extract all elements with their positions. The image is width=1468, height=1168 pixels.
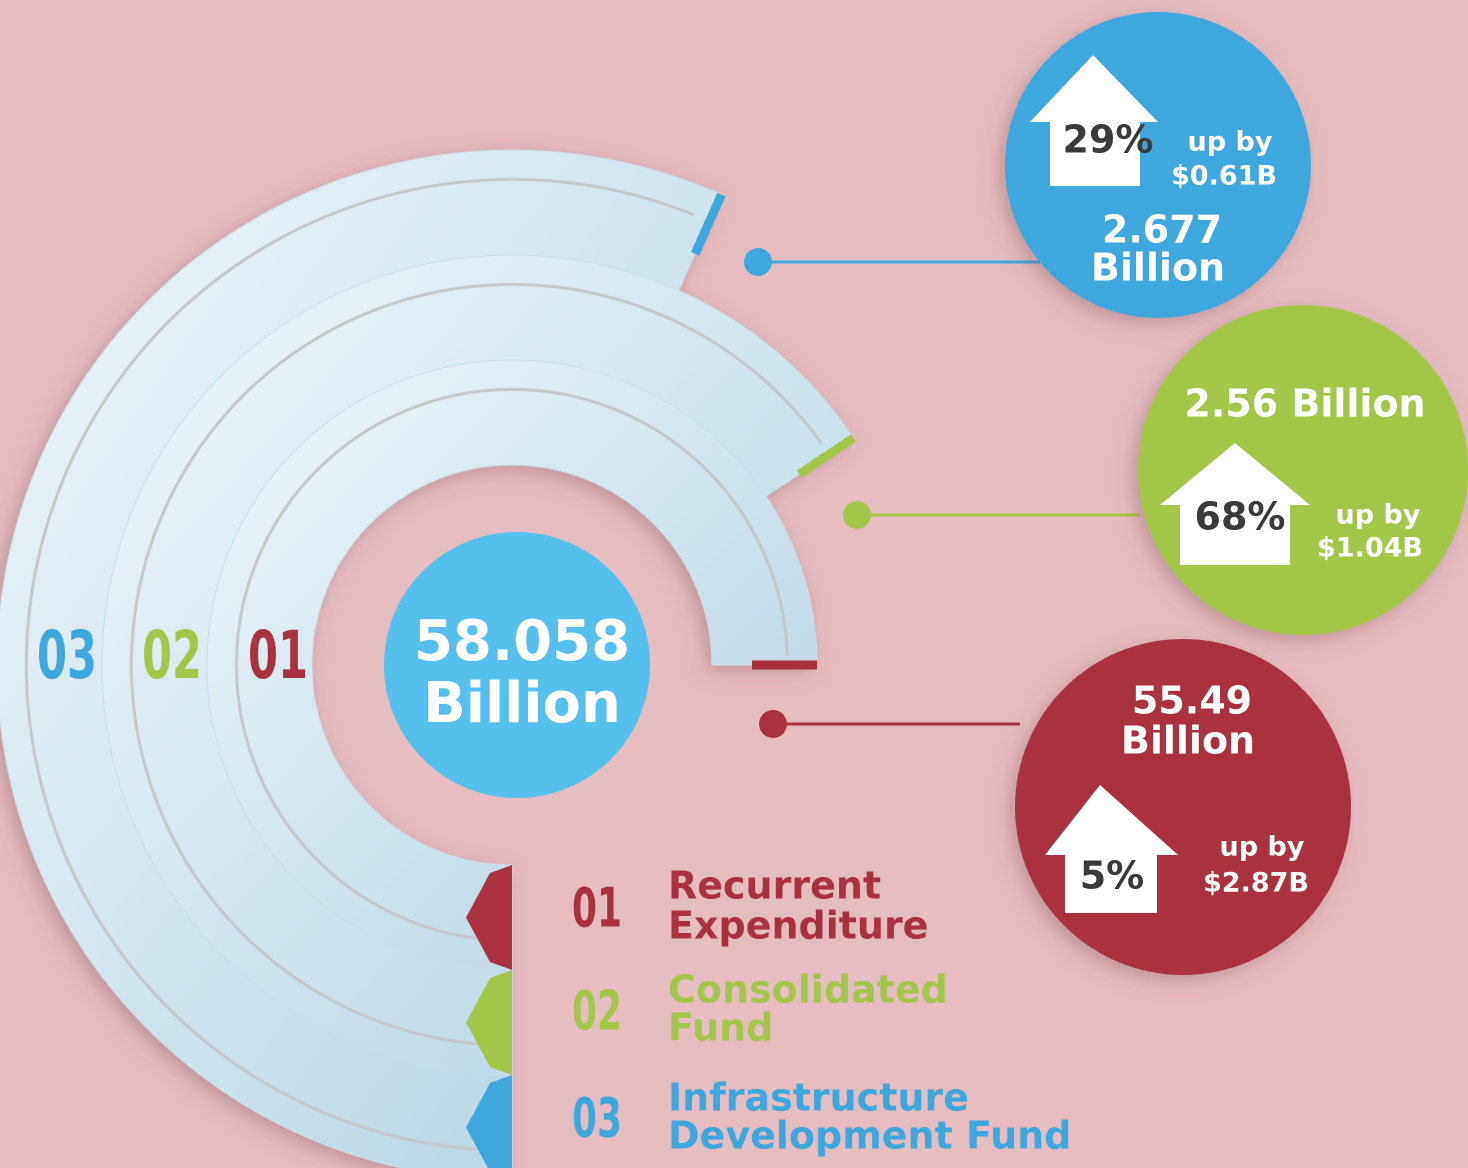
ring-number: 02 bbox=[142, 617, 202, 694]
change: $2.87B bbox=[1203, 868, 1309, 899]
ring-number: 01 bbox=[248, 617, 308, 694]
legend-name: Expenditure bbox=[668, 904, 928, 948]
ring-pennant bbox=[466, 865, 512, 970]
center-value: 58.058 bbox=[414, 609, 630, 674]
change-label: up by bbox=[1188, 127, 1273, 158]
center-unit: Billion bbox=[423, 671, 621, 736]
center-circle bbox=[384, 532, 650, 798]
percent: 5% bbox=[1080, 854, 1145, 898]
percent: 29% bbox=[1063, 118, 1154, 162]
arrow-up bbox=[1160, 443, 1310, 565]
ring-end-cap bbox=[690, 192, 726, 256]
arrow-up bbox=[1030, 55, 1158, 186]
percent: 68% bbox=[1195, 495, 1286, 539]
legend-name: Infrastructure bbox=[668, 1076, 969, 1120]
amount: Billion bbox=[1091, 246, 1225, 290]
ring bbox=[206, 359, 818, 971]
ring-end-cap bbox=[796, 434, 856, 478]
amount: 55.49 bbox=[1132, 679, 1252, 723]
connector-dot bbox=[744, 248, 772, 276]
amount: Billion bbox=[1121, 719, 1255, 763]
ring-groove bbox=[234, 387, 789, 942]
amount: 2.677 bbox=[1102, 208, 1222, 252]
bubble bbox=[1138, 305, 1468, 635]
ring-groove bbox=[129, 282, 823, 1047]
ring-pennant bbox=[466, 970, 512, 1075]
change-label: up by bbox=[1336, 500, 1421, 531]
change-label: up by bbox=[1220, 832, 1305, 863]
ring-pennant bbox=[466, 1075, 512, 1168]
change: $0.61B bbox=[1171, 161, 1277, 192]
legend-name: Development Fund bbox=[668, 1114, 1071, 1158]
legend-name: Recurrent bbox=[668, 864, 881, 908]
legend-number: 01 bbox=[572, 877, 622, 940]
ring-groove bbox=[24, 177, 695, 1152]
change: $1.04B bbox=[1317, 533, 1423, 564]
connector-dot bbox=[759, 710, 787, 738]
legend-number: 02 bbox=[572, 980, 622, 1043]
rings bbox=[0, 149, 855, 1168]
ring-number: 03 bbox=[37, 617, 97, 694]
legend-name: Consolidated bbox=[668, 968, 948, 1012]
legend-number: 03 bbox=[572, 1087, 622, 1150]
amount: 2.56 Billion bbox=[1184, 382, 1425, 426]
legend-name: Fund bbox=[668, 1006, 773, 1050]
arrow-up bbox=[1045, 785, 1178, 913]
connector-dot bbox=[843, 501, 871, 529]
